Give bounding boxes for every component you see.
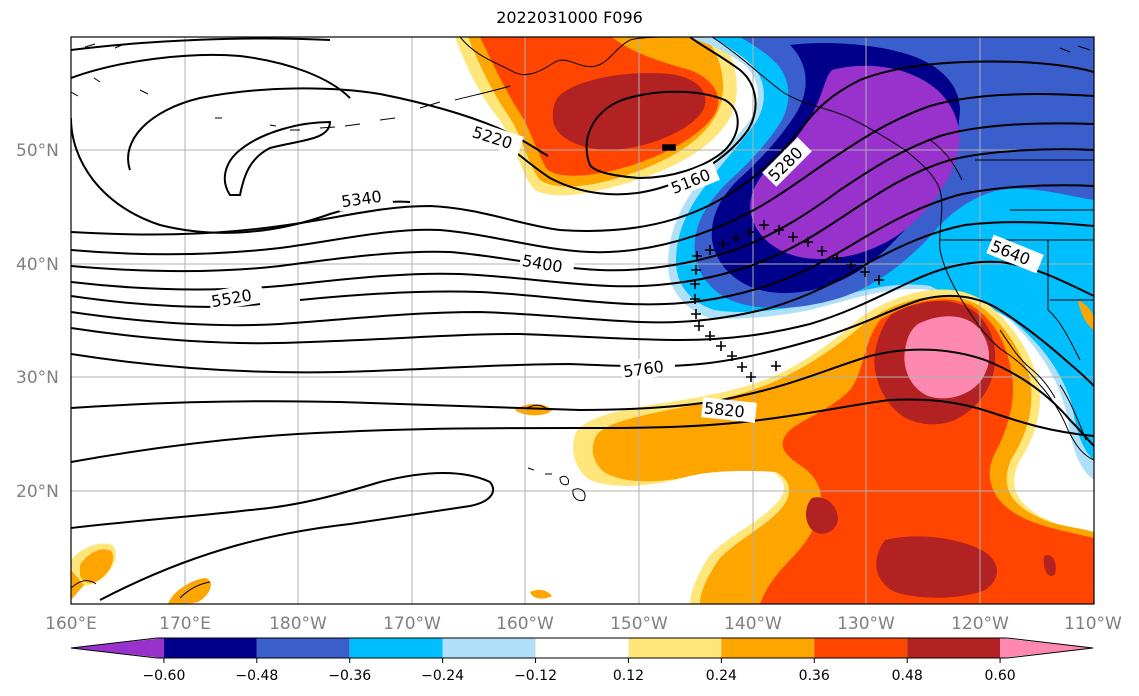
colorbar-segment: [442, 638, 536, 658]
lon-axis: 160°E 170°E 180°W 170°W 160°W 150°W 140°…: [45, 614, 1122, 634]
lat-tick-label: 50°N: [16, 141, 59, 161]
colorbar-segment: [349, 638, 443, 658]
colorbar-segment: [628, 638, 722, 658]
colorbar-tick-label: 0.60: [985, 668, 1016, 684]
lon-tick-label: 160°E: [45, 614, 97, 634]
colorbar-segment: [163, 638, 257, 658]
figure-title: 2022031000 F096: [496, 8, 643, 27]
colorbar-tick-label: −0.36: [328, 668, 371, 684]
lon-tick-label: 170°W: [383, 614, 441, 634]
colorbar-ticks: −0.60 −0.48 −0.36 −0.24 −0.12 0.12 0.24 0.36 0.4…: [142, 658, 1016, 684]
colorbar-segment: [907, 638, 1001, 658]
map-frame: [70, 36, 1095, 605]
lon-tick-label: 110°W: [1064, 614, 1122, 634]
colorbar-tick-label: 0.12: [613, 668, 644, 684]
lon-tick-label: 130°W: [837, 614, 895, 634]
colorbar-tick-label: −0.24: [421, 668, 464, 684]
lat-tick-label: 30°N: [16, 368, 59, 388]
colorbar-segment: [1000, 638, 1093, 658]
lon-tick-label: 160°W: [496, 614, 554, 634]
colorbar-segment: [535, 638, 629, 658]
lon-tick-label: 150°W: [610, 614, 668, 634]
colorbar-segment: [71, 638, 164, 658]
lon-tick-label: 140°W: [724, 614, 782, 634]
colorbar: −0.60 −0.48 −0.36 −0.24 −0.12 0.12 0.24 0.36 0.4…: [70, 637, 1094, 684]
colorbar-outline: [70, 637, 1094, 659]
colorbar-segment: [814, 638, 908, 658]
colorbar-segment: [721, 638, 815, 658]
colorbar-tick-label: −0.48: [235, 668, 278, 684]
lat-axis: 50°N 40°N 30°N 20°N: [16, 141, 59, 502]
colorbar-tick-label: −0.12: [514, 668, 557, 684]
coastlines: [71, 37, 1094, 599]
colorbar-tick-label: 0.24: [706, 668, 737, 684]
colorbar-tick-label: 0.36: [799, 668, 830, 684]
map-plot: 5220 5160 5280 5340 5400 5520 5640 5760 …: [71, 37, 1094, 604]
colorbar-segments: [71, 638, 1093, 658]
contour-label-5820: 5820: [703, 398, 745, 421]
track-markers: [662, 144, 884, 382]
lon-tick-label: 120°W: [951, 614, 1009, 634]
lon-tick-label: 170°E: [159, 614, 211, 634]
colorbar-segment: [256, 638, 350, 658]
lon-tick-label: 180°W: [269, 614, 327, 634]
colorbar-tick-label: −0.60: [142, 668, 185, 684]
colorbar-tick-label: 0.48: [892, 668, 923, 684]
lat-tick-label: 40°N: [16, 255, 59, 275]
lat-tick-label: 20°N: [16, 482, 59, 502]
